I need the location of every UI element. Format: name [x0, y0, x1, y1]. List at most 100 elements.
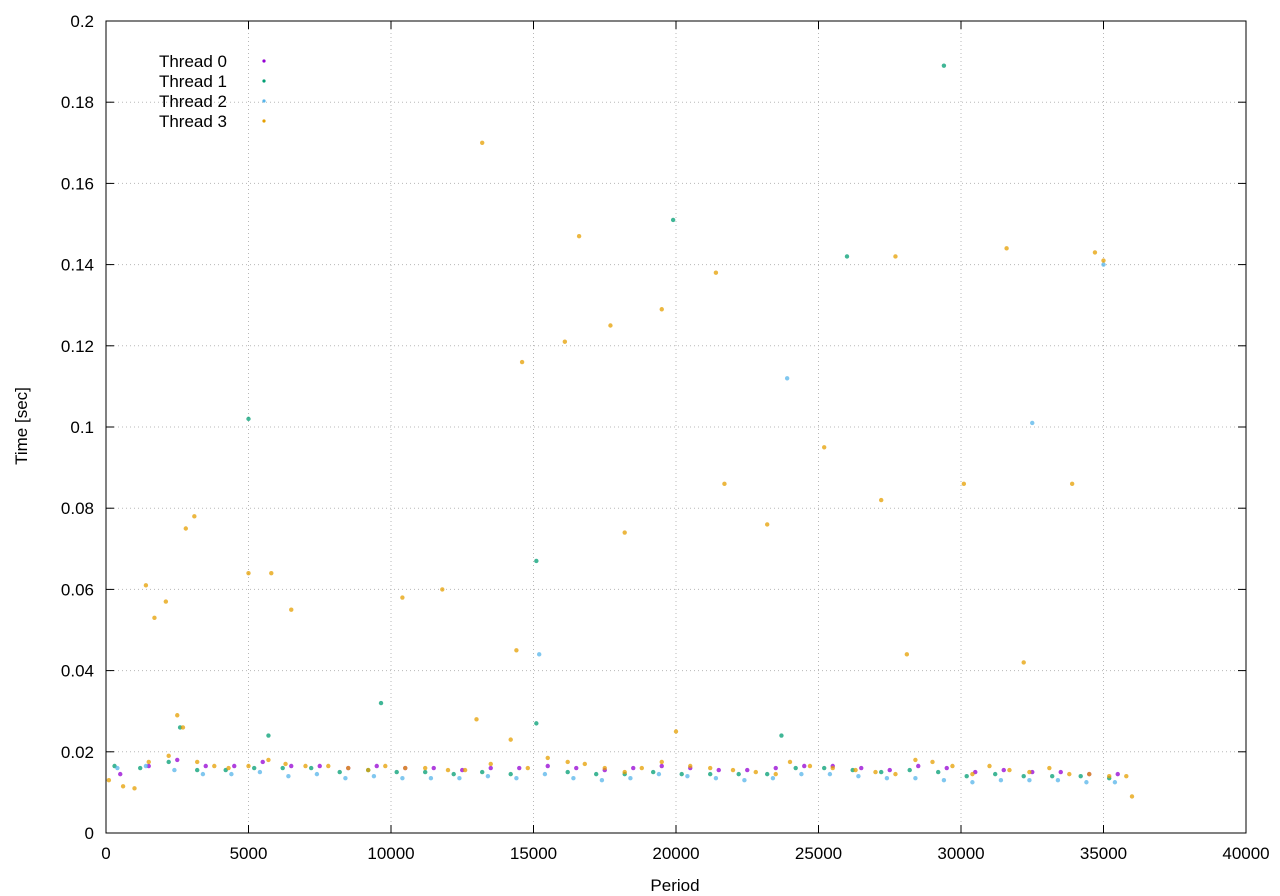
data-point: [1087, 771, 1092, 777]
data-point: [1030, 420, 1035, 426]
legend-marker: [262, 99, 266, 103]
data-point: [827, 771, 833, 777]
data-point: [722, 481, 727, 487]
data-point: [257, 769, 263, 775]
data-point: [192, 514, 197, 519]
data-point: [517, 765, 522, 771]
data-point: [688, 763, 693, 769]
data-point: [1084, 780, 1089, 785]
data-point: [916, 763, 921, 769]
data-point: [784, 376, 790, 381]
data-point: [1078, 773, 1083, 779]
data-point: [226, 765, 231, 771]
data-point: [534, 558, 539, 564]
data-point: [582, 761, 587, 767]
data-point: [787, 759, 793, 765]
data-point: [309, 765, 314, 771]
y-tick-label: 0.04: [61, 662, 94, 681]
data-point: [793, 765, 798, 771]
data-point: [132, 786, 137, 791]
data-point: [534, 721, 539, 726]
data-point: [708, 771, 713, 777]
data-point: [1129, 794, 1135, 799]
data-point: [745, 767, 750, 773]
data-point: [400, 775, 405, 781]
data-point: [941, 63, 947, 68]
series-2: [115, 262, 1118, 785]
axis-tick-labels: 0 5000 10000 15000 20000 25000 30000 35000 40000…: [61, 12, 1270, 863]
data-point: [893, 771, 898, 777]
data-point: [180, 725, 186, 730]
data-point: [166, 753, 171, 759]
data-point: [525, 765, 530, 771]
legend-marker: [262, 79, 266, 83]
data-point: [480, 769, 485, 775]
data-point: [519, 359, 525, 365]
data-point: [183, 526, 188, 531]
data-point: [542, 771, 548, 777]
data-point: [266, 757, 271, 763]
grid-lines: [106, 21, 1246, 833]
data-point: [887, 767, 892, 773]
data-point: [913, 757, 918, 763]
data-point: [400, 595, 405, 600]
data-point: [565, 759, 570, 765]
data-point: [950, 763, 955, 769]
data-point: [172, 767, 177, 773]
data-point: [998, 778, 1004, 783]
data-point: [1124, 773, 1129, 779]
data-point: [670, 217, 676, 223]
data-point: [639, 765, 644, 771]
series-1: [112, 63, 1112, 781]
data-point: [203, 763, 208, 769]
data-point: [562, 339, 568, 344]
data-point: [944, 765, 949, 771]
data-point: [514, 775, 519, 781]
data-point: [423, 769, 428, 775]
data-point: [195, 759, 200, 765]
data-point: [326, 763, 331, 769]
data-point: [537, 652, 542, 657]
data-point: [708, 765, 713, 771]
data-point: [631, 765, 636, 771]
x-tick-label: 15000: [510, 844, 557, 863]
data-point: [514, 648, 519, 653]
data-point: [1027, 769, 1032, 775]
data-point: [802, 763, 807, 769]
data-point: [1115, 771, 1120, 777]
data-point: [904, 652, 910, 657]
data-point: [374, 763, 379, 769]
data-point: [622, 530, 627, 535]
data-point: [565, 769, 570, 775]
data-point: [289, 607, 294, 612]
data-point: [371, 773, 377, 779]
data-point: [445, 767, 451, 773]
data-point: [383, 763, 388, 769]
data-point: [753, 769, 758, 775]
data-point: [1027, 778, 1032, 783]
data-point: [987, 763, 992, 769]
data-point: [907, 767, 912, 773]
data-point: [200, 771, 206, 777]
data-point: [822, 445, 827, 450]
x-tick-label: 20000: [652, 844, 699, 863]
data-point: [457, 775, 462, 781]
legend-marker: [262, 59, 266, 63]
data-point: [115, 765, 120, 771]
data-point: [508, 737, 513, 742]
data-point: [961, 481, 967, 487]
data-point: [1069, 481, 1075, 487]
data-point: [1021, 660, 1026, 665]
data-point: [403, 765, 408, 771]
data-point: [659, 763, 664, 769]
data-point: [269, 570, 274, 576]
data-point: [1101, 258, 1106, 263]
y-tick-label: 0.06: [61, 580, 94, 599]
data-point: [143, 583, 149, 588]
data-point: [856, 773, 861, 779]
data-point: [822, 765, 827, 771]
data-point: [229, 771, 234, 777]
data-point: [742, 778, 747, 783]
data-point: [941, 778, 947, 783]
